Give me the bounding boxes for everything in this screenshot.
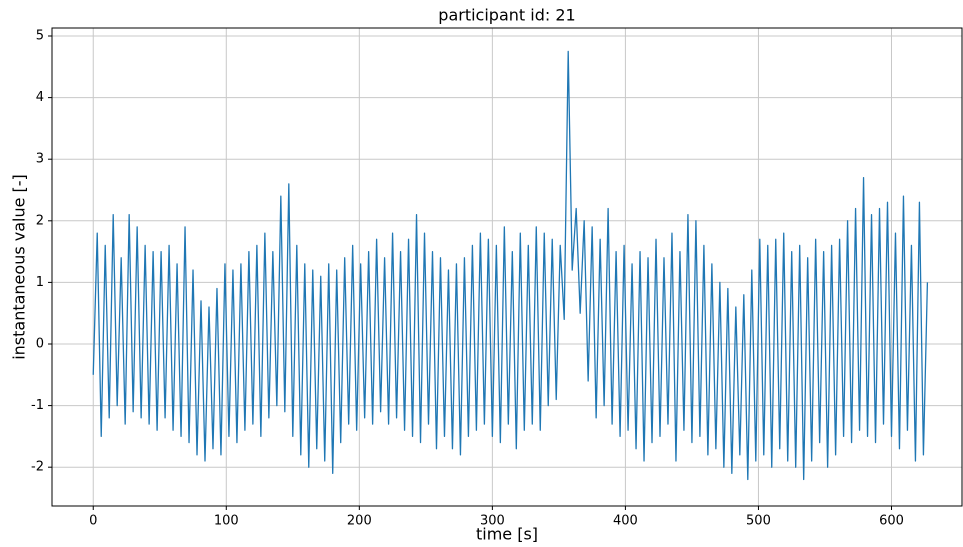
y-tick-label: 3 [36, 152, 44, 167]
x-tick-label: 0 [89, 514, 97, 529]
x-tick-label: 600 [879, 514, 904, 529]
x-tick-label: 200 [347, 514, 372, 529]
x-axis-label: time [s] [476, 525, 538, 544]
y-tick-label: -2 [31, 460, 44, 475]
x-tick-label: 400 [613, 514, 638, 529]
y-axis-label: instantaneous value [-] [10, 174, 29, 360]
y-tick-label: 5 [36, 29, 44, 44]
x-tick-label: 500 [746, 514, 771, 529]
y-tick-label: 2 [36, 213, 44, 228]
y-tick-label: 0 [36, 336, 44, 351]
y-tick-label: 1 [36, 275, 44, 290]
plot-frame [51, 27, 963, 507]
data-line [92, 50, 929, 481]
x-tick-label: 100 [214, 514, 239, 529]
y-tick-label: -1 [31, 398, 44, 413]
y-tick-label: 4 [36, 90, 44, 105]
chart-title: participant id: 21 [438, 6, 575, 25]
x-tick-label: 300 [480, 514, 505, 529]
